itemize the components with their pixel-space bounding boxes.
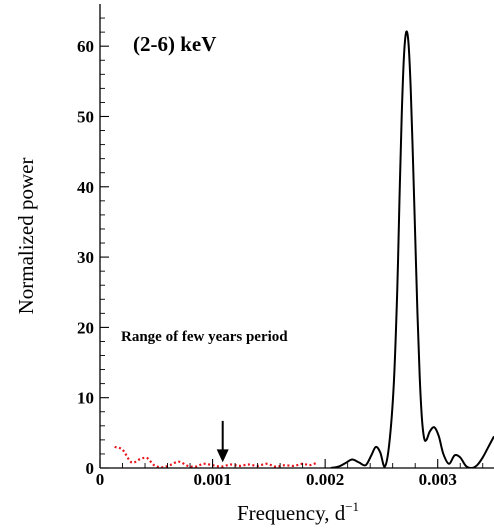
axes: [99, 4, 494, 469]
y-tick-label: 60: [77, 37, 94, 56]
y-tick-label: 50: [77, 107, 94, 126]
ticks: 0 10 20 30 40 50 60 0 0.001 0.002 0.003: [77, 17, 484, 489]
y-tick-label: 40: [77, 178, 94, 197]
annotation-arrow: [216, 420, 229, 463]
x-axis-label-main: Frequency, d: [237, 501, 346, 525]
chart-title: (2-6) keV: [133, 32, 216, 56]
black-solid-series: [330, 30, 494, 468]
x-tick-label: 0.002: [306, 470, 344, 489]
x-tick-label: 0: [96, 470, 105, 489]
x-tick-label: 0.001: [193, 470, 231, 489]
x-axis-label: Frequency, d−1: [237, 499, 359, 525]
red-dotted-series: [114, 445, 317, 468]
y-tick-label: 20: [77, 318, 94, 337]
y-tick-label: 10: [77, 389, 94, 408]
arrow-head: [216, 449, 229, 463]
annotation-text: Range of few years period: [121, 329, 288, 345]
x-tick-label: 0.003: [419, 470, 457, 489]
y-axis-label: Normalized power: [14, 158, 38, 315]
x-axis-label-sup: −1: [345, 499, 359, 514]
series-layer: [114, 30, 494, 468]
y-tick-label: 0: [86, 459, 95, 478]
y-tick-label: 30: [77, 248, 94, 267]
